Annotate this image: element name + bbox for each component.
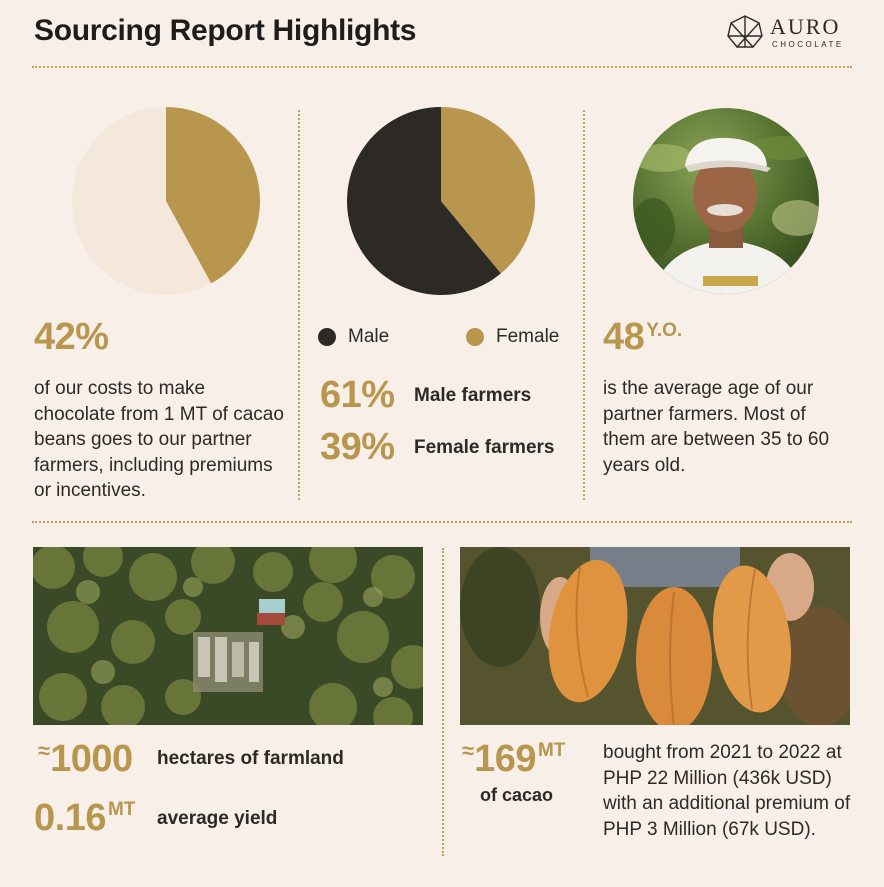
legend-female-label: Female	[496, 326, 560, 347]
aerial-farmland-photo	[33, 547, 423, 725]
pie-slice-male	[347, 107, 501, 295]
cacao-amount-value: 169	[474, 738, 536, 780]
yield-stat: 0.16 MT	[34, 797, 135, 840]
male-swatch-icon	[318, 328, 336, 346]
auro-logo: AURO CHOCOLATE	[726, 14, 856, 54]
approx-symbol: ≈	[38, 738, 51, 763]
column-divider	[583, 110, 585, 500]
header-divider	[32, 66, 852, 68]
logo-subtitle: CHOCOLATE	[772, 40, 844, 49]
pie-slice-farmers-share	[166, 107, 260, 284]
pie-slice-other	[72, 107, 212, 295]
yield-label: average yield	[157, 808, 278, 829]
cost-share-description: of our costs to make chocolate from 1 MT…	[34, 378, 284, 501]
cacao-description: bought from 2021 to 2022 at PHP 22 Milli…	[603, 742, 851, 840]
average-age-value: 48	[603, 316, 645, 358]
female-farmers-label: Female farmers	[414, 437, 555, 458]
cost-share-value: 42%	[34, 316, 109, 358]
yield-value: 0.16	[34, 797, 106, 839]
yield-unit: MT	[107, 799, 136, 820]
approx-symbol: ≈	[462, 738, 475, 763]
column-divider	[298, 110, 300, 500]
pie-slice-female	[441, 107, 535, 274]
cacao-amount-stat: ≈169 MT	[462, 738, 565, 781]
cacao-pods-photo	[460, 547, 850, 725]
cacao-pod-logo-icon	[727, 15, 763, 48]
hectares-value: 1000	[50, 738, 133, 780]
legend-female: Female	[466, 326, 559, 348]
bottom-column-divider	[442, 548, 444, 856]
page-title: Sourcing Report Highlights	[34, 14, 417, 47]
hectares-label: hectares of farmland	[157, 748, 344, 769]
cacao-sub-label: of cacao	[480, 785, 554, 805]
male-percentage: 61%	[320, 374, 395, 416]
female-swatch-icon	[466, 328, 484, 346]
average-age-unit: Y.O.	[646, 320, 683, 341]
cost-share-pie-chart	[72, 107, 260, 295]
logo-wordmark: AURO	[770, 14, 841, 39]
gender-pie-chart	[347, 107, 535, 295]
male-farmers-label: Male farmers	[414, 385, 532, 406]
legend-male: Male	[318, 326, 389, 348]
farmer-portrait-photo	[633, 108, 819, 294]
legend-male-label: Male	[348, 326, 390, 347]
average-age: 48 Y.O.	[603, 316, 682, 359]
age-description: is the average age of our partner farmer…	[603, 378, 830, 476]
cacao-amount-unit: MT	[537, 740, 566, 761]
hectares-stat: ≈1000	[38, 738, 133, 781]
female-percentage: 39%	[320, 426, 395, 468]
section-divider	[32, 521, 852, 523]
